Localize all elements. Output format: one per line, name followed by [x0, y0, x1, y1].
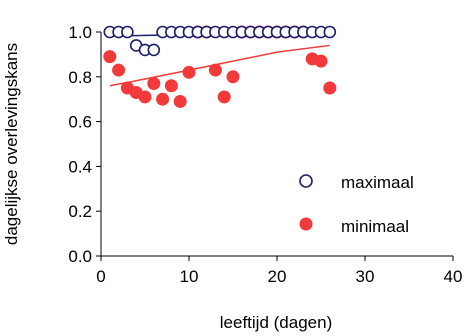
point-minimaal: [314, 54, 328, 68]
legend-marker-minimaal: [299, 217, 313, 231]
point-minimaal: [164, 79, 178, 93]
x-tick-label: 20: [268, 267, 287, 286]
point-maximaal: [121, 25, 134, 39]
point-minimaal: [147, 77, 161, 91]
ticks: 0.0 0.2 0.4 0.6 0.8 1.0 0 10 20 30 40: [68, 23, 462, 286]
point-minimaal: [138, 90, 152, 104]
point-minimaal: [217, 90, 231, 104]
y-tick-label: 1.0: [68, 23, 92, 42]
point-minimaal: [182, 65, 196, 79]
legend-marker-maximaal: [299, 174, 313, 188]
y-tick-label: 0.4: [68, 157, 92, 176]
point-minimaal: [103, 50, 117, 64]
point-minimaal: [156, 92, 170, 106]
point-maximaal: [323, 25, 337, 39]
point-minimaal: [112, 63, 126, 77]
point-minimaal: [323, 81, 337, 95]
y-tick-label: 0.0: [68, 247, 92, 266]
x-axis-title: leeftijd (dagen): [220, 313, 332, 332]
y-tick-label: 0.2: [68, 202, 92, 221]
legend-label-maximaal: maximaal: [341, 173, 414, 192]
legend-label-minimaal: minimaal: [341, 217, 409, 236]
x-tick-label: 30: [356, 267, 375, 286]
plot-area: [103, 25, 337, 108]
point-minimaal: [173, 94, 187, 108]
point-minimaal: [226, 70, 240, 84]
point-maximaal: [147, 43, 161, 57]
y-tick-label: 0.8: [68, 68, 92, 87]
x-tick-label: 0: [96, 267, 105, 286]
y-tick-label: 0.6: [68, 113, 92, 132]
point-minimaal: [208, 63, 222, 77]
x-tick-label: 10: [180, 267, 199, 286]
x-tick-label: 40: [444, 267, 463, 286]
y-axis-title: dagelijkse overlevingskans: [2, 43, 21, 245]
legend: maximaal minimaal: [299, 173, 414, 236]
